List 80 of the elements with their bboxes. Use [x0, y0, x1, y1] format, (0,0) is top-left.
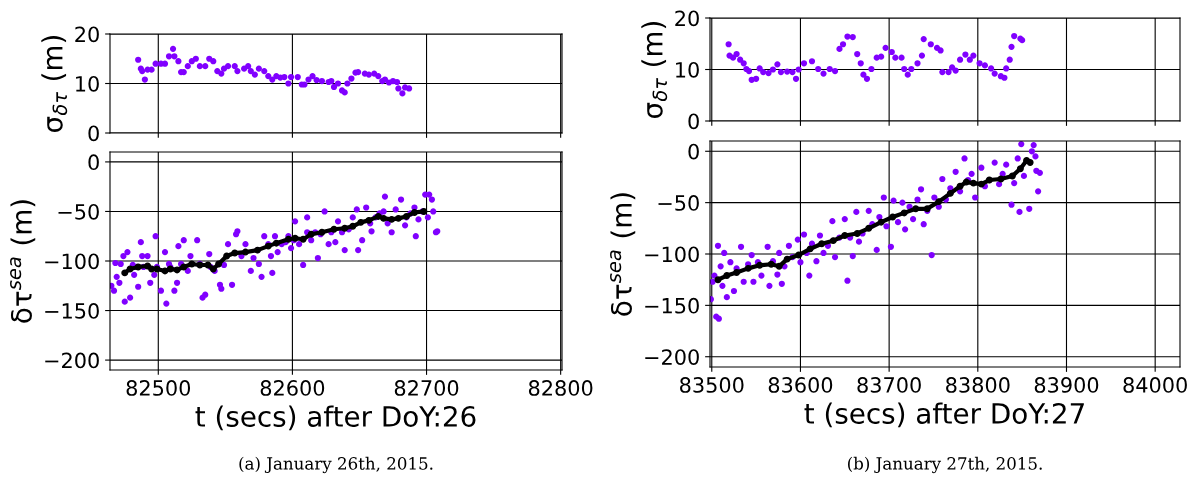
point — [795, 251, 803, 259]
x-axis-title: t (secs) after DoY:26 — [195, 405, 476, 431]
point — [126, 265, 134, 273]
point — [121, 269, 129, 277]
point — [330, 225, 338, 233]
point — [935, 198, 943, 206]
x-tick-label: 83800 — [946, 377, 1010, 393]
point — [900, 209, 908, 217]
x-tick-label: 83900 — [1034, 377, 1099, 393]
point — [806, 245, 814, 253]
x-tick-label: 84000 — [1123, 377, 1187, 393]
point — [299, 235, 307, 243]
y-tick-label: 0 — [688, 113, 699, 130]
point — [783, 255, 791, 263]
x-tick-label: 83700 — [857, 377, 921, 393]
y-tick-label: −150 — [45, 303, 99, 319]
point — [410, 208, 418, 216]
point — [956, 182, 964, 190]
y-tick-label: −50 — [58, 203, 99, 220]
point — [733, 269, 741, 276]
point — [223, 252, 231, 260]
point — [148, 265, 156, 273]
y-tick-label: 0 — [688, 143, 699, 160]
y-tick-label: 20 — [75, 26, 99, 43]
point — [818, 240, 826, 248]
point — [380, 214, 388, 222]
point — [173, 266, 181, 274]
point — [188, 260, 196, 268]
y-tick-label: −200 — [645, 349, 699, 365]
y-axis-title: δτ$^{sea}$ (m) — [10, 200, 36, 323]
point — [977, 180, 985, 188]
point — [1008, 172, 1016, 180]
point — [714, 276, 722, 284]
point — [877, 218, 885, 226]
y-axis-title: σ$_{δτ}$ (m) — [41, 36, 68, 132]
y-tick-label: 20 — [675, 10, 699, 27]
point — [853, 229, 861, 237]
point — [241, 248, 249, 256]
x-tick-label: 83600 — [768, 377, 833, 393]
point — [1016, 165, 1024, 173]
y-tick-label: 0 — [88, 125, 99, 142]
y-tick-label: 0 — [88, 154, 99, 171]
y-tick-label: 10 — [76, 75, 99, 92]
point — [394, 214, 402, 222]
y-tick-label: −100 — [645, 246, 699, 263]
y-tick-label: −200 — [45, 352, 99, 369]
point — [272, 239, 280, 247]
text: (b) January 27th, 2015. — [848, 456, 1042, 474]
point — [723, 272, 731, 280]
point — [841, 232, 849, 239]
point — [775, 262, 783, 270]
text: (a) January 26th, 2015. — [239, 456, 433, 474]
point — [889, 213, 897, 221]
point — [341, 224, 349, 232]
x-tick-label: 82500 — [126, 380, 191, 396]
point — [215, 260, 223, 268]
point — [365, 216, 373, 224]
x-tick-label: 82700 — [394, 380, 459, 396]
point — [307, 230, 315, 238]
point — [865, 224, 873, 232]
point — [231, 249, 239, 257]
y-tick-label: −100 — [45, 253, 99, 270]
point — [744, 264, 752, 272]
y-tick-label: −150 — [645, 297, 699, 314]
y-axis-title: δτ$^{sea}$ (m) — [610, 193, 636, 316]
point — [349, 222, 357, 230]
point — [912, 205, 920, 213]
y-axis-title: σ$_{δτ}$ (m) — [641, 22, 668, 118]
point — [829, 237, 837, 245]
x-axis-title: t (secs) after DoY:27 — [804, 402, 1084, 428]
point — [969, 179, 977, 187]
point — [357, 218, 365, 226]
x-tick-label: 82800 — [528, 380, 593, 396]
point — [388, 215, 396, 223]
y-tick-label: 10 — [676, 61, 699, 78]
x-tick-label: 82600 — [260, 380, 325, 396]
point — [946, 189, 954, 197]
point — [997, 175, 1005, 183]
x-tick-label: 83500 — [680, 377, 744, 393]
y-tick-label: −50 — [658, 195, 699, 211]
